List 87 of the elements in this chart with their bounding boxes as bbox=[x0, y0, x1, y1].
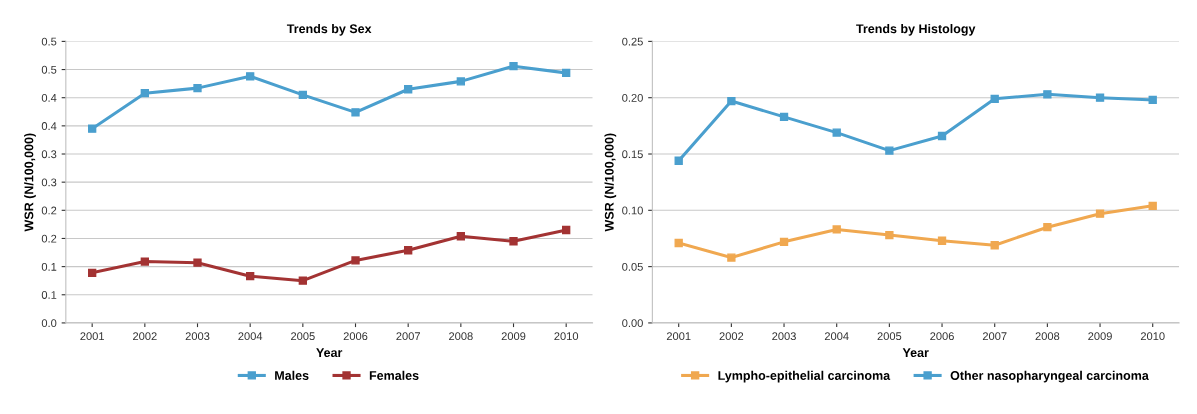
legend-label: Females bbox=[369, 370, 419, 380]
x-axis-title: Year bbox=[316, 348, 343, 358]
y-tick-label: 0.20 bbox=[622, 93, 643, 102]
point bbox=[456, 77, 466, 86]
y-tick-label: 0.2 bbox=[41, 234, 57, 243]
point bbox=[1043, 90, 1052, 99]
point bbox=[193, 258, 202, 267]
point bbox=[351, 108, 360, 117]
y-axis-title: WSR (N/100,000) bbox=[604, 133, 617, 232]
point bbox=[1148, 201, 1157, 210]
legend-label: Males bbox=[275, 370, 309, 380]
point bbox=[562, 225, 571, 235]
x-tick-label: 2010 bbox=[554, 332, 579, 341]
point bbox=[674, 156, 683, 165]
x-tick-label: 2009 bbox=[1088, 332, 1112, 341]
x-tick-label: 2001 bbox=[80, 332, 104, 341]
point bbox=[885, 230, 894, 240]
x-tick-label: 2006 bbox=[343, 332, 368, 341]
point bbox=[885, 146, 894, 155]
x-axis-title: Year bbox=[902, 348, 929, 358]
point bbox=[727, 96, 736, 106]
point bbox=[779, 112, 789, 122]
x-tick-label: 2004 bbox=[238, 332, 263, 341]
legend-label: Lympho-epithelial carcinoma bbox=[718, 370, 891, 383]
y-tick-label: 0.1 bbox=[41, 291, 57, 299]
x-tick-label: 2006 bbox=[930, 332, 954, 341]
point bbox=[990, 94, 999, 103]
legend-label: Other nasopharyngeal carcinoma bbox=[950, 370, 1149, 383]
x-tick-label: 2005 bbox=[877, 332, 902, 341]
x-tick-label: 2008 bbox=[449, 332, 473, 341]
chart-title: Trends by Histology bbox=[856, 24, 976, 36]
y-tick-label: 0.4 bbox=[41, 93, 57, 102]
point bbox=[456, 232, 466, 241]
x-tick-label: 2010 bbox=[1140, 332, 1165, 341]
y-tick-label: 0.0 bbox=[41, 319, 57, 328]
point bbox=[562, 68, 571, 78]
x-tick-label: 2003 bbox=[185, 332, 210, 341]
point bbox=[832, 225, 841, 234]
y-tick-label: 0.5 bbox=[41, 65, 57, 74]
chart-title: Trends by Sex bbox=[286, 24, 372, 36]
x-tick-label: 2001 bbox=[666, 332, 691, 341]
point bbox=[1148, 95, 1157, 105]
point bbox=[1043, 223, 1052, 232]
point bbox=[990, 241, 999, 250]
point bbox=[298, 276, 308, 285]
point bbox=[1095, 93, 1105, 102]
point bbox=[193, 83, 202, 93]
y-axis-title: WSR (N/100,000) bbox=[24, 133, 36, 232]
point bbox=[674, 238, 683, 248]
point bbox=[779, 237, 789, 247]
point bbox=[88, 268, 97, 277]
point bbox=[140, 257, 150, 266]
point bbox=[832, 128, 841, 137]
x-tick-label: 2004 bbox=[824, 332, 849, 341]
x-tick-label: 2005 bbox=[291, 332, 315, 341]
x-tick-label: 2008 bbox=[1035, 332, 1060, 341]
point bbox=[727, 253, 736, 262]
point bbox=[509, 237, 518, 246]
point bbox=[404, 85, 413, 94]
x-tick-label: 2007 bbox=[982, 332, 1007, 341]
y-tick-label: 0.2 bbox=[41, 206, 57, 215]
point bbox=[937, 131, 947, 141]
y-tick-label: 0.3 bbox=[41, 178, 57, 187]
point bbox=[246, 272, 255, 281]
x-tick-label: 2002 bbox=[719, 332, 744, 341]
point bbox=[509, 62, 518, 71]
point bbox=[937, 236, 947, 245]
y-tick-label: 0.00 bbox=[622, 319, 643, 328]
x-tick-label: 2007 bbox=[396, 332, 420, 341]
y-tick-label: 0.15 bbox=[622, 150, 643, 159]
y-tick-label: 0.3 bbox=[41, 150, 57, 159]
y-tick-label: 0.1 bbox=[41, 262, 57, 271]
y-tick-label: 0.5 bbox=[41, 37, 57, 46]
y-tick-label: 0.05 bbox=[622, 262, 643, 271]
point bbox=[88, 124, 97, 133]
x-tick-label: 2002 bbox=[133, 332, 157, 341]
point bbox=[351, 256, 360, 265]
x-tick-label: 2009 bbox=[501, 332, 526, 341]
point bbox=[246, 72, 255, 81]
point bbox=[298, 90, 308, 100]
y-tick-label: 0.10 bbox=[622, 206, 643, 215]
y-tick-label: 0.25 bbox=[622, 37, 643, 46]
x-tick-label: 2003 bbox=[772, 332, 796, 341]
point bbox=[404, 246, 413, 255]
y-tick-label: 0.4 bbox=[41, 122, 57, 130]
point bbox=[140, 89, 150, 98]
point bbox=[1095, 209, 1105, 218]
